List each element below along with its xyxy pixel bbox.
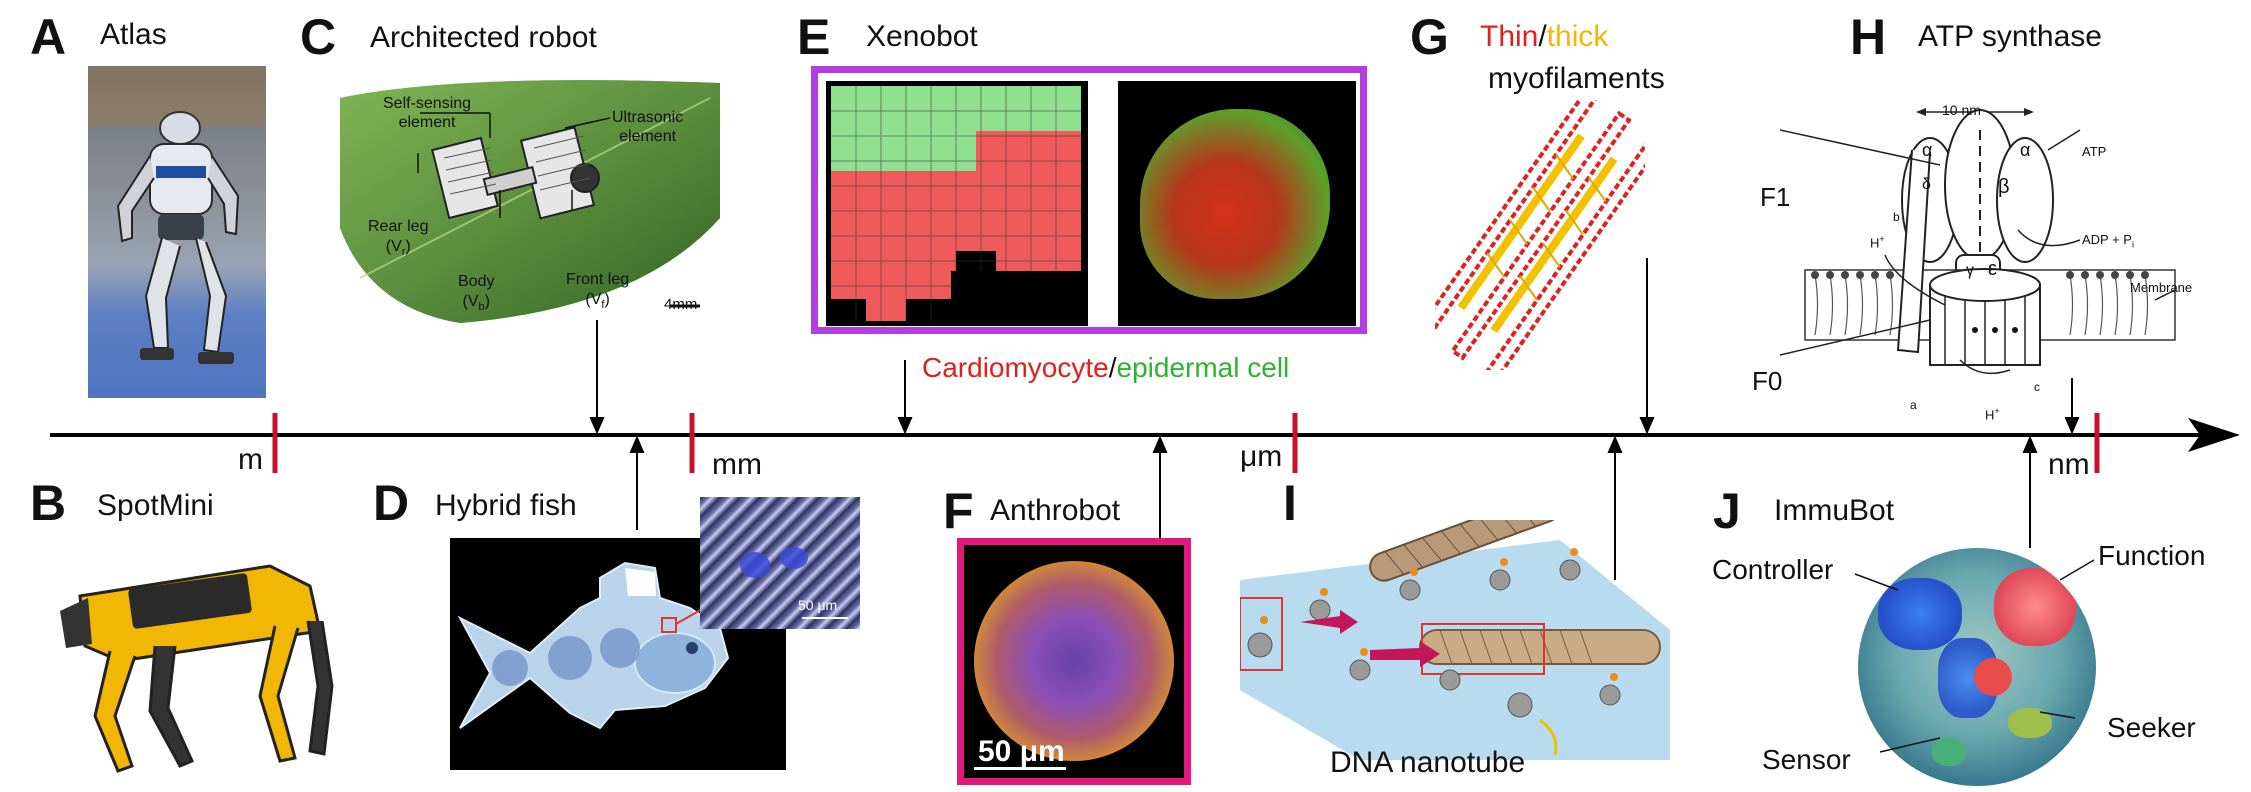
label-ultrasonic: Ultrasonic element [612,109,684,145]
label-body: Body (Vb) [458,273,495,314]
panel-d-letter: D [373,475,410,531]
label-seeker: Seeker [2107,712,2196,743]
inset-nucleus-1 [740,552,770,578]
immubot-function-domain [1994,568,2076,646]
caption-sep: / [1108,352,1117,383]
arrowhead-g [1639,417,1655,435]
panel-d-title: Hybrid fish [435,489,577,522]
myofilament-diagram [1435,100,1645,370]
label-sensor: Sensor [1762,744,1851,775]
panel-b-title: SpotMini [97,489,214,522]
panel-j-letter: J [1713,483,1741,539]
label-function: Function [2098,540,2206,571]
panel-c-title: Architected robot [370,21,597,54]
label-self-sensing: Self-sensing element [383,95,472,131]
label-atp: ATP [2082,144,2107,159]
title-thin: Thin [1480,20,1539,53]
xenobot-voxel-model [826,81,1088,326]
label-c: c [2034,380,2040,394]
inset-nucleus-2 [780,547,808,569]
inset-scalebar-line [802,617,848,619]
panel-g-title: Thin/thick [1480,22,1608,52]
label-controller: Controller [1712,554,1834,585]
label-epsilon: ε [1988,258,1997,280]
label-f1: F1 [1760,182,1791,212]
panel-g-subtitle: myofilaments [1488,62,1665,95]
panel-b-letter: B [30,475,67,531]
xenobot-caption: Cardiomyocyte/epidermal cell [922,352,1289,384]
label-front-leg: Front leg (Vf) [566,271,630,312]
xenobot-cell-body [1140,109,1330,299]
panel-i-title: DNA nanotube [1330,746,1526,779]
hybrid-fish-inset: 50 μm [700,497,860,629]
panel-a-letter: A [30,9,67,65]
panel-j-title: ImmuBot [1774,494,1895,527]
label-hplus-bottom: H+ [1985,406,2000,423]
label-alpha-1: α [1922,140,1933,160]
panel-i-letter: I [1283,475,1297,531]
arrowhead-f [1152,435,1168,453]
label-beta: β [1998,176,2010,198]
panel-c-letter: C [300,9,337,65]
dna-nanotube-diagram [1240,520,1670,760]
panel-h-title: ATP synthase [1918,20,2102,53]
arrowhead-h [2064,417,2080,435]
architected-robot-leaf-image [340,80,720,323]
arrowhead-i [1607,435,1623,453]
label-hplus-top: H+ [1870,234,1885,251]
anthrobot-frame: 50 μm [957,538,1191,785]
immubot-controller-domain [1878,578,1962,650]
scale-label-um: μm [1240,440,1283,473]
label-delta: δ [1922,176,1931,193]
label-a: a [1910,398,1917,412]
title-sep: / [1538,20,1547,53]
panel-e-title: Xenobot [866,20,978,53]
scale-label-mm: mm [712,448,762,481]
axis-arrowhead [2188,418,2240,452]
caption-epidermal: epidermal cell [1116,352,1290,383]
label-rear-leg: Rear leg (Vr) [368,218,429,259]
spotmini-robot-photo [60,564,334,773]
atlas-robot-photo [88,66,266,398]
arrowhead-e [897,417,913,435]
scale-label-nm: nm [2048,448,2090,481]
caption-cardiomyocyte: Cardiomyocyte [922,352,1109,383]
panel-h-letter: H [1850,9,1887,65]
atp-dim-label: 10 nm [1942,102,1981,118]
panel-a-title: Atlas [100,18,167,51]
immubot-image [1858,548,2096,786]
arrowhead-j [2022,435,2038,453]
label-f0: F0 [1752,366,1783,396]
panel-g-letter: G [1410,9,1449,65]
title-thick: thick [1546,20,1609,53]
label-membrane: Membrane [2130,280,2193,295]
arrowhead-c [589,417,605,435]
immubot-core [1974,658,2012,696]
xenobot-frame [811,66,1367,334]
anthrobot-scalebar-label: 50 μm [978,735,1065,768]
scalebar-4mm: 4mm [664,296,698,313]
anthrobot-cell-body [974,561,1174,761]
anthrobot-scalebar-line [974,767,1066,770]
panel-f-letter: F [943,483,974,539]
label-b: b [1893,210,1900,224]
atp-synthase-diagram [1780,108,2176,375]
scale-label-m: m [238,443,263,476]
label-alpha-2: α [2020,140,2031,160]
inset-scalebar-label: 50 μm [798,597,838,613]
arrowhead-d [629,435,645,453]
panel-e-letter: E [797,9,831,65]
xenobot-microscopy [1118,81,1356,326]
panel-f-title: Anthrobot [990,494,1121,527]
immubot-sensor-domain [1932,738,1966,766]
label-gamma: γ [1966,262,1974,279]
label-adp: ADP + Pi [2082,232,2134,250]
